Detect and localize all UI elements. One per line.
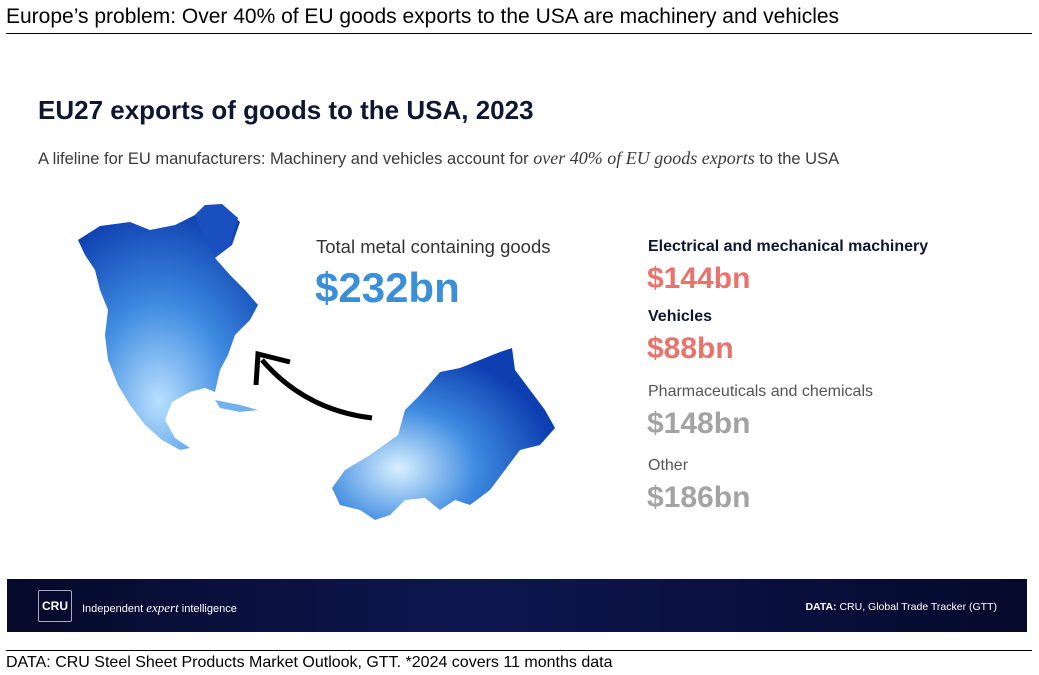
tagline-text: intelligence [181,603,237,615]
subtitle-text: to the USA [759,150,840,168]
tagline-text: Independent [82,603,144,615]
greenland-map [195,204,238,255]
footer-banner: CRU Independent expert intelligence DATA… [7,579,1027,632]
europe-map [332,348,555,520]
logo: CRU [38,590,72,622]
item-value: $186bn [647,481,751,514]
item-label: Other [648,457,689,474]
tagline-emphasis: expert [146,600,179,615]
tagline: Independent expert intelligence [82,600,237,616]
note: DATA: CRU Steel Sheet Products Market Ou… [6,654,613,671]
subtitle-emphasis: over 40% of EU goods exports [533,148,755,168]
item-label: Vehicles [648,308,713,325]
item-value: $88bn [647,332,734,365]
source-label: DATA: [805,601,837,613]
item-value: $144bn [647,262,751,295]
header-rule [6,33,1032,34]
total-value: $232bn [315,264,460,311]
arrow-head [253,350,291,386]
source: DATA: CRU, Global Trade Tracker (GTT) [805,601,997,613]
source-text: CRU, Global Trade Tracker (GTT) [839,601,997,613]
header-title: Europe’s problem: Over 40% of EU goods e… [6,5,840,28]
subtitle-text: A lifeline for EU manufacturers: Machine… [38,150,529,168]
note-rule [6,650,1032,651]
slide-title: EU27 exports of goods to the USA, 2023 [38,95,534,125]
arrow [260,358,373,421]
caribbean-map [215,400,258,412]
item-label: Electrical and mechanical machinery [648,238,929,255]
item-value: $148bn [647,407,751,440]
item-label: Pharmaceuticals and chemicals [648,383,873,400]
total-label: Total metal containing goods [316,236,551,257]
slide-subtitle: A lifeline for EU manufacturers: Machine… [38,148,839,169]
north-america-map [78,205,258,450]
